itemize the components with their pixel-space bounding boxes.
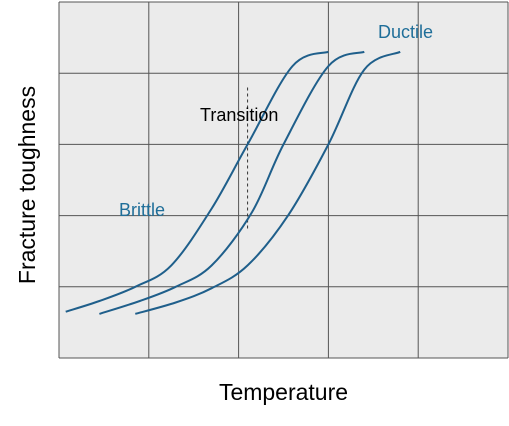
toughness-curve-3 bbox=[135, 50, 401, 315]
y-axis-label: Fracture toughness bbox=[14, 86, 40, 284]
transition-label: Transition bbox=[200, 105, 278, 125]
toughness-curve-1 bbox=[65, 50, 329, 313]
grid-lines bbox=[58, 1, 509, 359]
plot-area bbox=[59, 2, 508, 358]
toughness-curve-2 bbox=[99, 50, 365, 315]
brittle-label: Brittle bbox=[119, 200, 165, 220]
ductile-label: Ductile bbox=[378, 22, 433, 42]
series-group bbox=[65, 50, 401, 315]
x-axis-label: Temperature bbox=[219, 379, 348, 405]
